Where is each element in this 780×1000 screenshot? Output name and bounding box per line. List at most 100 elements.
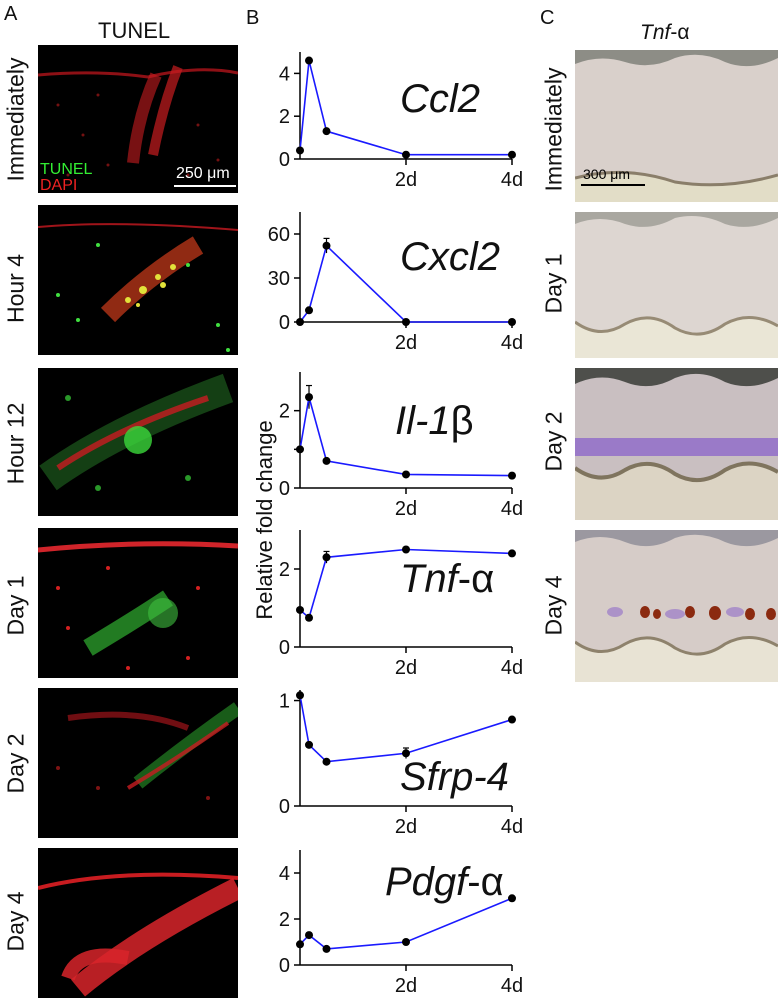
ccl2-xtick-label-0: 2d: [395, 169, 417, 191]
tnf-gene-suffix: -α: [458, 557, 494, 601]
insitu-scale-bar-label: 300 μm: [583, 166, 630, 182]
pdgf-gene-suffix: -α: [467, 860, 503, 904]
cxcl2-gene-name: Cxcl2: [400, 235, 500, 279]
sfrp-4-point-1: [305, 740, 314, 749]
pdgf-xtick-label-0: 2d: [395, 975, 417, 997]
il-1-ytick-label-2: 2: [279, 401, 290, 423]
legend-dapi: DAPI: [40, 177, 78, 193]
sfrp-4-gene-name: Sfrp-4: [400, 755, 509, 799]
tunel-image-day-1: [38, 528, 238, 678]
tunel-image-day-2: [38, 688, 238, 838]
tnf-point-1: [305, 613, 314, 622]
tunel-scale-bar-label: 250 μm: [176, 165, 230, 182]
panel-b-letter: B: [246, 7, 260, 29]
cxcl2-point-0: [296, 318, 304, 326]
sfrp-4-point-4: [508, 715, 516, 724]
tunel-image-hour-4: [38, 205, 238, 355]
tnf-gene-name: Tnf: [400, 557, 462, 601]
cxcl2-xtick-label-0: 2d: [395, 332, 417, 354]
ccl2-point-4: [508, 150, 516, 159]
ccl2-point-0: [296, 146, 304, 155]
panel-c-row-label-0: Immediately: [540, 67, 567, 192]
ccl2-ytick-label-1: 2: [279, 106, 290, 128]
tunel-image-hour-4-art: [38, 223, 238, 352]
cxcl2-point-1: [305, 306, 314, 315]
tnf-xtick-label-0: 2d: [395, 657, 417, 679]
tunel-image-day-4-art: [38, 872, 238, 997]
cxcl2-point-3: [402, 318, 410, 326]
tnf-point-0: [296, 605, 304, 614]
il-1-ytick-label-0: 0: [279, 478, 290, 500]
sfrp-4-ytick-label-0: 0: [279, 796, 290, 818]
sfrp-4-gene-label: Sfrp-4: [400, 755, 509, 799]
panel-c-row-label-3: Day 4: [540, 575, 567, 636]
pdgf-point-1: [305, 931, 314, 940]
tunel-scale-bar: [174, 185, 236, 187]
il-1-point-2: [322, 456, 331, 465]
cxcl2-ytick-label-1: 30: [268, 268, 290, 290]
il-1-gene-name: Il-1: [395, 399, 451, 443]
panel-a-header: TUNEL: [98, 18, 171, 43]
pdgf-point-4: [508, 894, 516, 903]
cxcl2-point-2: [322, 241, 331, 250]
pdgf-point-2: [322, 944, 331, 953]
pdgf-gene-label: Pdgf-α: [385, 860, 504, 904]
pdgf-ytick-label-2: 4: [279, 863, 290, 885]
tunel-image-hour-12: [38, 368, 238, 516]
tnf-insitu-day-4-art: [575, 530, 778, 682]
tnf-gene-label: Tnf-α: [400, 557, 494, 601]
sfrp-4-point-0: [296, 691, 304, 700]
cxcl2-ytick-label-0: 0: [279, 312, 290, 334]
tnf-insitu-immediately-art: [575, 50, 778, 202]
pdgf-gene-name: Pdgf: [385, 860, 471, 904]
tunel-image-day-2-art: [56, 702, 238, 800]
ccl2-point-3: [402, 150, 410, 159]
ccl2-ytick-label-0: 0: [279, 149, 290, 171]
il-1-xtick-label-0: 2d: [395, 498, 417, 520]
legend-tunel: TUNEL: [40, 161, 93, 178]
sfrp-4-point-3: [402, 749, 410, 758]
panel-c-row-label-1: Day 1: [540, 253, 567, 314]
tnf-point-4: [508, 549, 516, 558]
sfrp-4-xtick-label-0: 2d: [395, 816, 417, 838]
tnf-insitu-day-4: [575, 530, 778, 682]
cxcl2-xtick-label-1: 4d: [501, 332, 523, 354]
tunel-image-day-1-art: [38, 541, 238, 670]
tnf-ytick-label-0: 0: [279, 637, 290, 659]
sfrp-4-point-2: [322, 757, 331, 766]
panel-c-header: Tnf-α: [640, 22, 689, 44]
il-1-gene-label: Il-1β: [395, 399, 474, 443]
sfrp-4-xtick-label-1: 4d: [501, 816, 523, 838]
cxcl2-point-4: [508, 318, 516, 326]
il-1-point-0: [296, 445, 304, 454]
sfrp-4-ytick-label-1: 1: [279, 691, 290, 713]
il-1-gene-suffix: β: [451, 399, 474, 443]
panel-c-row-label-2: Day 2: [540, 411, 567, 472]
tnf-point-3: [402, 545, 410, 554]
panel-c-letter: C: [540, 7, 555, 29]
panel-c-header-gene: Tnf: [640, 21, 671, 44]
tnf-xtick-label-1: 4d: [501, 657, 523, 679]
pdgf-point-0: [296, 940, 304, 949]
tunel-image-day-4: [38, 848, 238, 998]
tnf-insitu-day-2-art: [575, 368, 778, 520]
pdgf-xtick-label-1: 4d: [501, 975, 523, 997]
pdgf-point-3: [402, 938, 410, 946]
tnf-point-2: [322, 553, 331, 562]
panel-c-header-suffix: -α: [670, 21, 690, 44]
y-axis-label: Relative fold change: [252, 420, 277, 619]
tnf-insitu-day-1: [575, 212, 778, 358]
tunel-image-immediately: TUNEL DAPI 250 μm: [38, 45, 238, 193]
pdgf-ytick-label-0: 0: [279, 955, 290, 977]
tnf-insitu-day-2: [575, 368, 778, 520]
cxcl2-ytick-label-2: 60: [268, 224, 290, 246]
tunel-image-immediately-art: [38, 65, 238, 177]
il-1-point-3: [402, 470, 410, 479]
tnf-insitu-day-1-art: [575, 212, 778, 358]
cxcl2-gene-label: Cxcl2: [400, 235, 500, 279]
ccl2-ytick-label-2: 4: [279, 63, 290, 85]
il-1-xtick-label-1: 4d: [501, 498, 523, 520]
pdgf-ytick-label-1: 2: [279, 909, 290, 931]
ccl2-gene-name: Ccl2: [400, 77, 480, 121]
